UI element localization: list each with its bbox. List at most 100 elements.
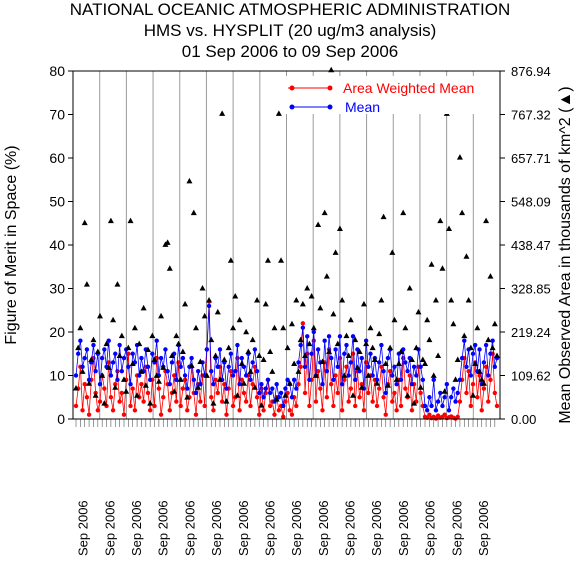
observed-area-marker bbox=[177, 376, 184, 382]
x-tick-label: Sep 2006 bbox=[156, 500, 171, 556]
observed-area-marker bbox=[404, 392, 411, 398]
area-weighted-mean-point bbox=[228, 368, 234, 374]
mean-point bbox=[285, 377, 290, 383]
area-weighted-mean-point bbox=[366, 390, 371, 396]
observed-area-marker bbox=[450, 320, 457, 327]
area-weighted-mean-point bbox=[418, 390, 423, 396]
mean-point bbox=[252, 347, 258, 352]
mean-point bbox=[324, 368, 330, 374]
mean-point bbox=[185, 386, 190, 391]
area-weighted-mean-point bbox=[167, 408, 172, 413]
observed-area-marker bbox=[478, 376, 485, 382]
legend-marker-mean bbox=[327, 104, 333, 110]
area-weighted-mean-point bbox=[398, 403, 404, 409]
legend-marker-area-weighted-mean bbox=[327, 85, 333, 91]
area-weighted-mean-point bbox=[121, 412, 127, 417]
mean-point bbox=[455, 390, 460, 396]
mean-point bbox=[403, 360, 408, 365]
area-weighted-mean-point bbox=[219, 399, 225, 404]
observed-area-marker bbox=[398, 348, 405, 355]
area-weighted-mean-point bbox=[97, 399, 103, 404]
area-weighted-mean-point bbox=[139, 382, 144, 387]
legend-label-mean: Mean bbox=[345, 99, 380, 115]
area-weighted-mean-point bbox=[442, 412, 447, 417]
observed-area-marker bbox=[315, 221, 322, 228]
area-weighted-mean-point bbox=[185, 408, 190, 413]
mean-point bbox=[398, 377, 404, 383]
observed-area-marker bbox=[155, 378, 162, 384]
observed-area-marker bbox=[448, 296, 455, 303]
observed-area-marker bbox=[297, 336, 304, 343]
mean-point bbox=[322, 338, 327, 343]
observed-area-marker bbox=[234, 392, 241, 398]
mean-point bbox=[115, 377, 120, 383]
area-weighted-mean-point bbox=[466, 368, 471, 374]
mean-point bbox=[139, 355, 144, 361]
observed-area-marker bbox=[439, 265, 446, 271]
mean-point bbox=[180, 355, 186, 361]
observed-area-marker bbox=[476, 368, 483, 374]
area-weighted-mean-point bbox=[248, 403, 253, 409]
mean-point bbox=[182, 373, 188, 378]
mean-point bbox=[431, 377, 436, 383]
mean-point bbox=[342, 351, 347, 356]
area-weighted-mean-point bbox=[128, 403, 133, 409]
observed-area-marker bbox=[153, 372, 160, 378]
area-weighted-mean-point bbox=[300, 321, 306, 326]
area-weighted-mean-point bbox=[298, 364, 303, 369]
mean-point bbox=[307, 377, 312, 383]
mean-point bbox=[350, 334, 356, 339]
area-weighted-mean-point bbox=[145, 390, 151, 396]
observed-area-marker bbox=[339, 296, 346, 303]
observed-area-marker bbox=[77, 324, 84, 331]
area-weighted-mean-point bbox=[346, 399, 351, 404]
observed-area-marker bbox=[347, 316, 354, 323]
mean-point bbox=[331, 377, 336, 383]
area-weighted-mean-point bbox=[302, 390, 308, 396]
observed-area-marker bbox=[485, 336, 492, 343]
mean-point bbox=[165, 368, 170, 374]
area-weighted-mean-point bbox=[252, 364, 258, 369]
x-tick-label: Sep 2006 bbox=[423, 500, 438, 556]
observed-area-marker bbox=[402, 324, 409, 331]
mean-point bbox=[97, 382, 103, 387]
area-weighted-mean-point bbox=[281, 414, 286, 420]
observed-area-marker bbox=[317, 304, 324, 311]
observed-area-marker bbox=[435, 352, 442, 359]
mean-point bbox=[311, 329, 316, 335]
mean-point bbox=[274, 382, 279, 387]
observed-area-marker bbox=[260, 356, 267, 362]
area-weighted-mean-point bbox=[457, 399, 463, 404]
area-weighted-mean-point bbox=[488, 377, 493, 383]
observed-area-marker bbox=[456, 154, 463, 160]
observed-area-marker bbox=[101, 400, 108, 406]
area-weighted-mean-point bbox=[283, 399, 288, 404]
area-weighted-mean-point bbox=[119, 390, 125, 396]
observed-area-marker bbox=[125, 344, 132, 351]
observed-area-marker bbox=[249, 336, 256, 343]
observed-area-marker bbox=[140, 304, 147, 311]
mean-point bbox=[481, 360, 487, 365]
observed-area-marker bbox=[197, 358, 204, 364]
observed-area-marker bbox=[114, 281, 121, 287]
area-weighted-mean-point bbox=[294, 403, 299, 409]
observed-area-marker bbox=[428, 261, 435, 267]
mean-point bbox=[433, 408, 439, 413]
x-tick-label: Sep 2006 bbox=[129, 500, 144, 556]
observed-area-marker bbox=[273, 396, 280, 402]
mean-point bbox=[154, 338, 159, 343]
observed-area-marker bbox=[310, 324, 317, 331]
observed-area-marker bbox=[354, 364, 361, 370]
mean-point bbox=[444, 382, 450, 387]
mean-point bbox=[379, 342, 384, 348]
observed-area-marker bbox=[144, 346, 151, 353]
observed-area-marker bbox=[73, 385, 79, 391]
mean-point bbox=[315, 347, 321, 352]
mean-point bbox=[110, 360, 116, 365]
observed-area-marker bbox=[278, 257, 285, 263]
observed-area-marker bbox=[195, 384, 202, 390]
observed-area-marker bbox=[227, 257, 234, 263]
observed-area-marker bbox=[282, 392, 289, 398]
area-weighted-mean-point bbox=[359, 382, 364, 387]
observed-area-marker bbox=[411, 400, 418, 406]
